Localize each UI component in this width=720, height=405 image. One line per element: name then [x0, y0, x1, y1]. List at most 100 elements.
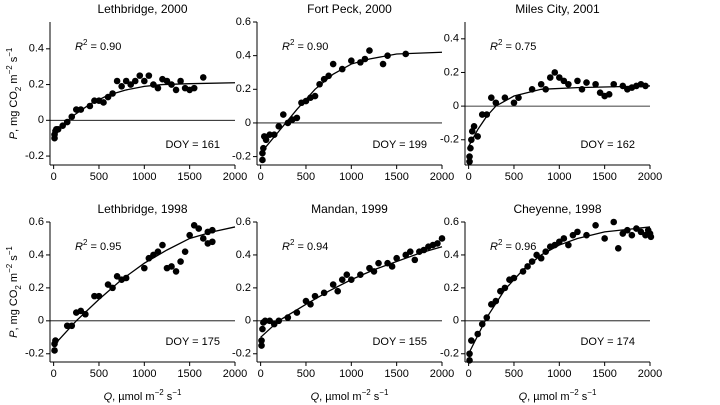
data-point [329, 281, 337, 288]
x-axis-label-part: −2 [362, 388, 372, 397]
data-point [311, 92, 319, 100]
data-point [181, 248, 189, 255]
data-point [574, 228, 581, 236]
x-axis-label: Q, µmol m−2 s−1 [311, 388, 389, 403]
data-point [145, 254, 153, 262]
x-tick-label: 1500 [592, 368, 616, 380]
data-point [259, 156, 266, 164]
data-point [136, 72, 144, 79]
y-tick-label: 0 [38, 315, 44, 327]
x-tick-label: 2000 [223, 368, 247, 380]
x-axis-label: Q, µmol m−2 s−1 [519, 388, 597, 403]
y-tick-label: 0 [453, 315, 459, 327]
r2-annotation: R2 = 0.75 [490, 38, 536, 53]
data-point [343, 271, 351, 279]
data-point [556, 74, 563, 81]
data-point [186, 231, 193, 239]
fit-curve [468, 85, 651, 147]
data-point [159, 241, 166, 249]
r2-annotation: R2 = 0.90 [282, 38, 328, 53]
data-point [601, 235, 608, 242]
x-tick-label: 2000 [430, 171, 454, 183]
data-point [578, 85, 586, 93]
r2-annotation-part: 2 [290, 238, 295, 247]
data-point [528, 85, 536, 93]
data-point [122, 77, 130, 85]
y-axis-label-part: m [8, 74, 20, 86]
data-point [411, 256, 419, 264]
data-point [501, 94, 509, 102]
data-point [633, 225, 640, 232]
data-point [262, 136, 270, 144]
y-axis-label-part: −1 [5, 246, 14, 256]
y-tick-label: 0.2 [236, 282, 251, 294]
data-point [104, 281, 112, 288]
data-point [77, 106, 85, 113]
data-point [546, 74, 554, 81]
x-axis-label-part: , µmol m [112, 391, 154, 403]
data-point [466, 158, 473, 165]
r2-annotation-part: = 0.90 [87, 41, 121, 53]
data-point [258, 337, 265, 344]
doy-annotation: DOY = 162 [580, 139, 635, 151]
data-point [614, 245, 622, 252]
y-tick-label: 0 [38, 114, 44, 126]
data-point [104, 93, 112, 101]
y-tick-label: -0.2 [440, 134, 459, 146]
y-axis-label-part: −1 [5, 47, 14, 57]
data-point [258, 342, 265, 349]
y-tick-label: 0 [245, 315, 251, 327]
x-tick-label: 0 [51, 368, 57, 380]
data-point [284, 119, 292, 127]
r2-annotation-part: 2 [498, 38, 503, 47]
doy-annotation: DOY = 161 [165, 139, 220, 151]
data-point [284, 314, 292, 321]
x-tick-label: 1500 [592, 171, 616, 183]
r2-annotation-part: R [490, 41, 498, 53]
data-point [560, 235, 568, 242]
data-point [259, 149, 266, 157]
data-point [325, 72, 332, 80]
x-axis-label-part: , µmol m [527, 391, 569, 403]
data-point [195, 225, 203, 232]
y-axis-label-part: m [8, 273, 20, 285]
r2-annotation-part: = 0.95 [87, 241, 121, 253]
data-point [402, 50, 410, 58]
data-point [510, 99, 518, 107]
data-point [168, 81, 175, 88]
y-tick-label: 0.4 [236, 50, 251, 62]
data-point [379, 60, 387, 68]
y-tick-label: 0.6 [29, 216, 44, 228]
data-point [565, 241, 572, 249]
x-tick-label: 500 [505, 171, 523, 183]
y-tick-label: 0.6 [444, 216, 459, 228]
y-axis-label-part: 2 [14, 285, 23, 290]
data-point [366, 47, 373, 54]
data-point [420, 246, 428, 254]
y-tick-label: 0.4 [444, 249, 459, 261]
data-point [168, 263, 175, 270]
data-point [109, 284, 116, 292]
x-tick-label: 500 [297, 171, 315, 183]
r2-annotation-part: = 0.94 [294, 241, 328, 253]
data-point [131, 77, 139, 85]
data-point [154, 248, 162, 255]
y-tick-label: 0 [453, 100, 459, 112]
data-point [468, 136, 475, 144]
y-tick-label: -0.2 [232, 150, 251, 162]
r2-annotation: R2 = 0.95 [75, 238, 121, 253]
data-point [384, 259, 391, 267]
data-point [569, 231, 577, 239]
data-point [59, 122, 66, 129]
x-tick-label: 1000 [132, 171, 156, 183]
data-point [524, 263, 531, 270]
x-axis-label-part: Q [104, 391, 113, 403]
r2-annotation-part: R [282, 241, 290, 253]
data-point [199, 74, 207, 81]
data-point [515, 94, 522, 102]
data-point [190, 84, 198, 92]
x-tick-label: 0 [466, 368, 472, 380]
data-point [109, 90, 116, 97]
x-tick-label: 500 [90, 368, 108, 380]
data-point [259, 325, 266, 333]
